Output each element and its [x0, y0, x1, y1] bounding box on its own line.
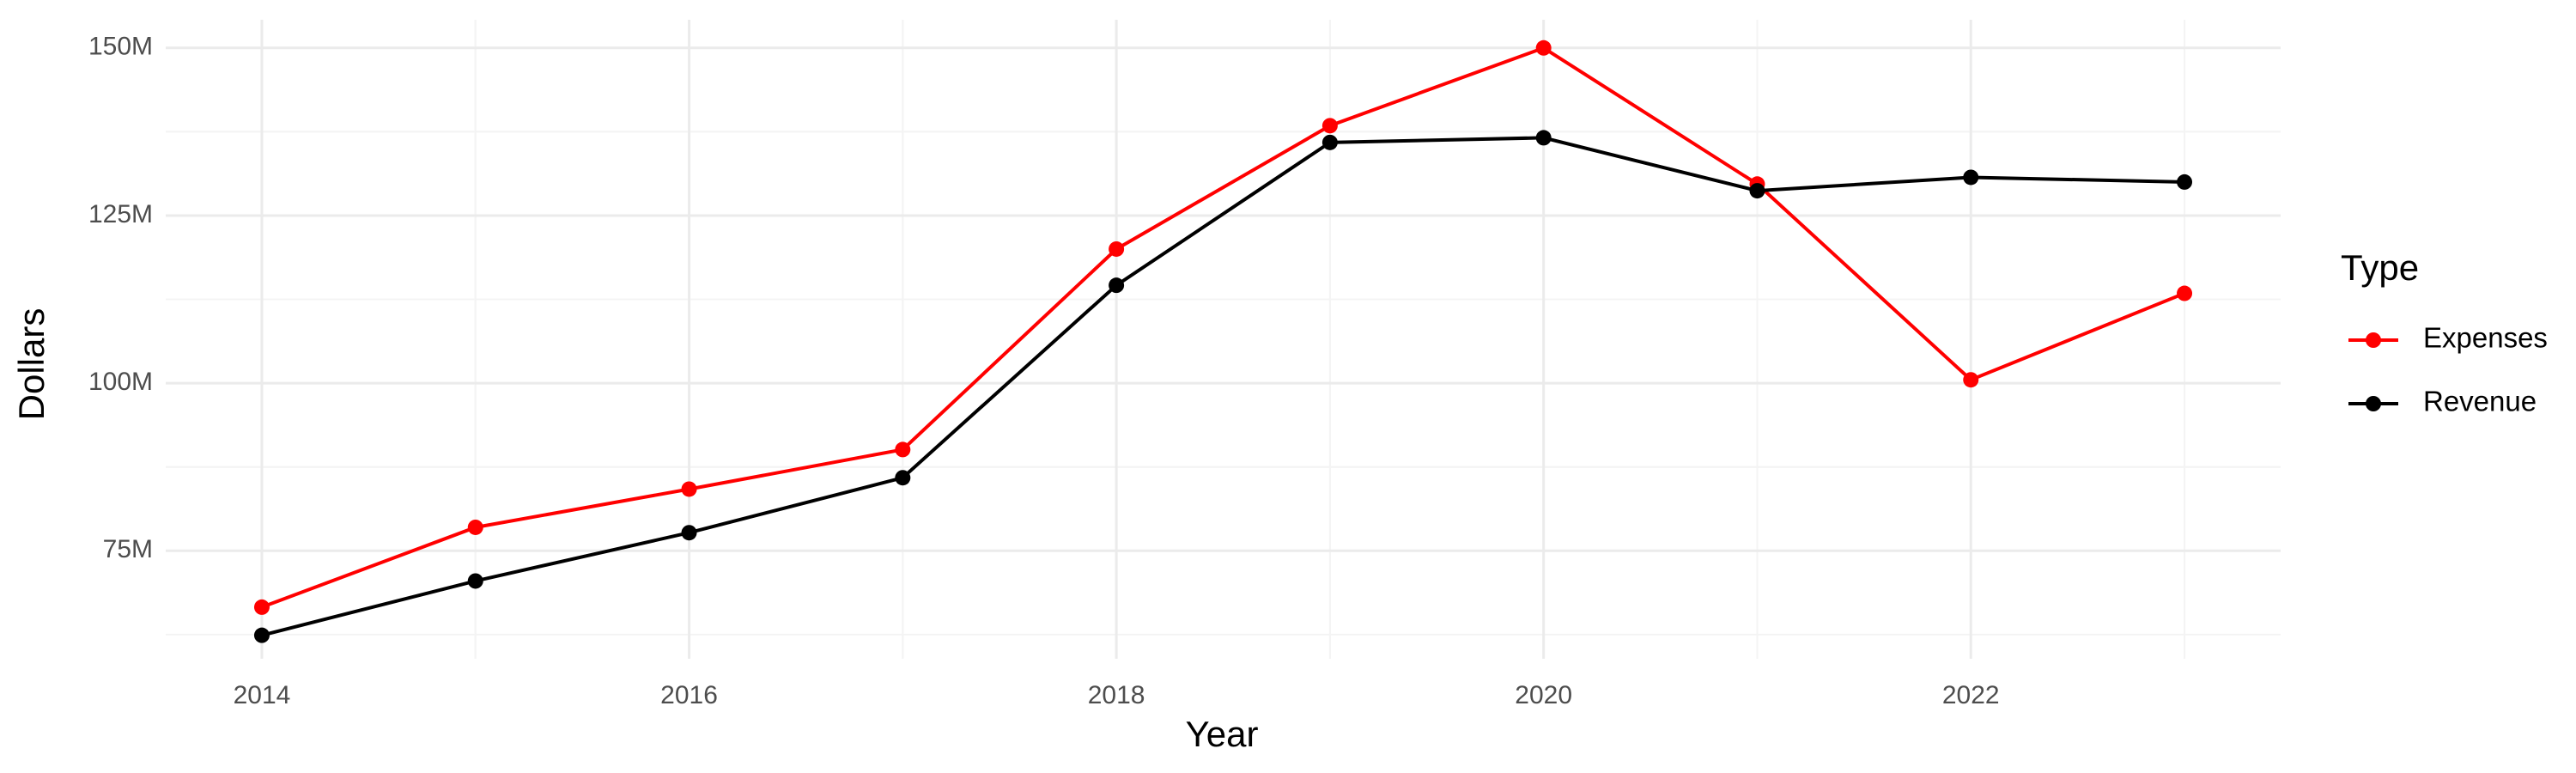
series-line: [261, 136, 2185, 637]
data-point: [467, 519, 483, 535]
data-point: [895, 470, 911, 486]
legend-title: Type: [2341, 247, 2419, 288]
data-point: [681, 525, 697, 541]
y-tick-label: 100M: [88, 368, 153, 396]
legend-label: Expenses: [2423, 322, 2548, 354]
data-point: [895, 441, 911, 458]
x-tick-label: 2022: [1942, 681, 2000, 709]
data-point: [1535, 130, 1552, 146]
data-point: [1963, 372, 1979, 388]
y-tick-label: 125M: [88, 200, 153, 228]
data-point: [681, 481, 697, 497]
x-tick-label: 2018: [1088, 681, 1145, 709]
legend-key-point: [2366, 332, 2381, 348]
y-tick-label: 150M: [88, 33, 153, 61]
x-tick-label: 2016: [660, 681, 718, 709]
y-axis-title: Dollars: [11, 308, 52, 421]
data-point: [253, 627, 270, 643]
data-point: [467, 573, 483, 589]
x-axis-title: Year: [1186, 714, 1259, 754]
data-point: [253, 599, 270, 615]
data-point: [1535, 40, 1552, 56]
data-point: [1963, 169, 1979, 186]
x-tick-label: 2020: [1515, 681, 1572, 709]
data-point: [1321, 118, 1338, 134]
data-point: [1321, 134, 1338, 150]
x-tick-label: 2014: [234, 681, 291, 709]
data-point: [1109, 277, 1125, 294]
data-point: [2177, 285, 2193, 301]
legend-label: Revenue: [2423, 386, 2537, 417]
series-line: [261, 46, 2185, 609]
data-point: [1749, 183, 1765, 199]
data-point: [2177, 173, 2193, 190]
y-tick-label: 75M: [103, 535, 153, 563]
legend-key-point: [2366, 396, 2381, 411]
data-point: [1109, 240, 1125, 257]
